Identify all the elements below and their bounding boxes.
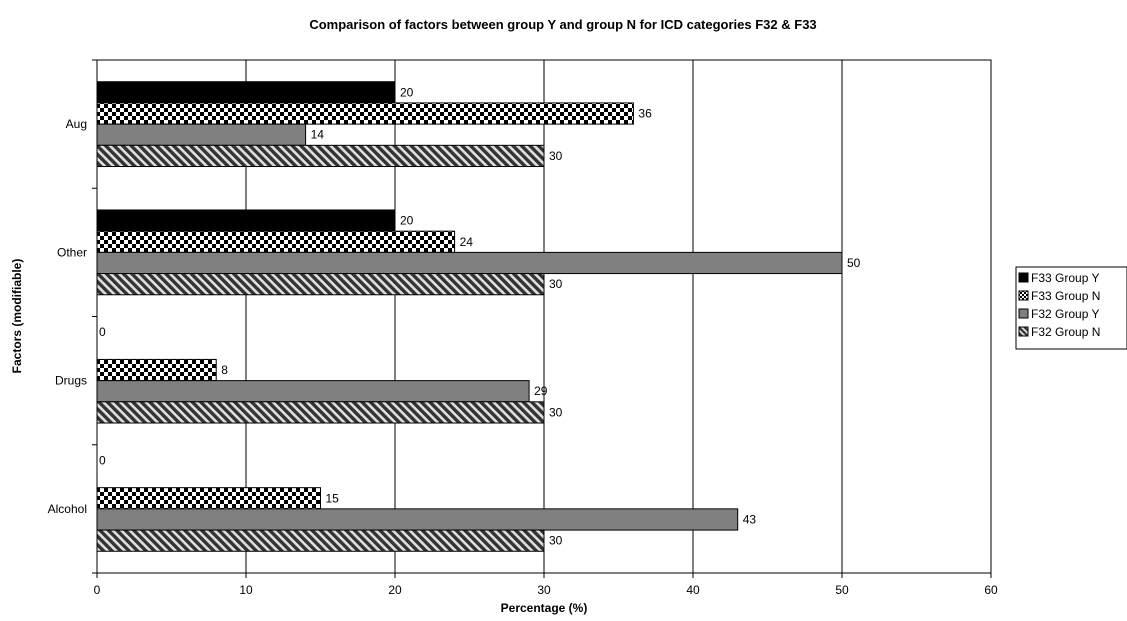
bar xyxy=(96,144,545,168)
data-label: 30 xyxy=(549,405,563,419)
y-tick-label: Drugs xyxy=(55,374,87,388)
bars xyxy=(96,81,843,552)
data-label: 50 xyxy=(847,256,861,270)
data-label: 36 xyxy=(638,107,652,121)
bar xyxy=(96,401,545,424)
x-tick-label: 40 xyxy=(686,583,700,597)
y-tick-label: Aug xyxy=(66,117,87,131)
bar xyxy=(96,102,634,125)
data-label: 20 xyxy=(400,85,414,99)
data-label: 15 xyxy=(326,491,340,505)
legend-swatch xyxy=(1018,308,1029,319)
y-tick-label: Alcohol xyxy=(48,502,87,516)
y-axis-title: Factors (modifiable) xyxy=(10,259,24,374)
data-label: 30 xyxy=(549,149,563,163)
bar xyxy=(96,209,396,232)
bar xyxy=(96,529,545,552)
data-label: 20 xyxy=(400,214,414,228)
x-axis-title: Percentage (%) xyxy=(501,601,588,615)
axes: 0 10 20 30 40 50 60 Aug Other Drugs Alcohol xyxy=(48,59,998,597)
bar xyxy=(96,273,545,296)
x-tick-label: 30 xyxy=(537,583,551,597)
bar xyxy=(96,123,307,146)
legend-swatch xyxy=(1018,272,1029,283)
legend-label: F33 Group Y xyxy=(1031,271,1099,285)
bar xyxy=(96,230,456,253)
x-tick-label: 20 xyxy=(388,583,402,597)
data-label: 0 xyxy=(99,325,106,339)
data-label: 30 xyxy=(549,534,563,548)
bar xyxy=(96,380,530,403)
y-tick-label: Other xyxy=(57,245,87,259)
x-tick-label: 10 xyxy=(239,583,253,597)
x-tick-label: 0 xyxy=(94,583,101,597)
data-label: 8 xyxy=(221,363,228,377)
legend-swatch xyxy=(1018,290,1029,301)
data-label: 24 xyxy=(460,235,474,249)
data-label: 43 xyxy=(743,512,757,526)
legend-label: F32 Group N xyxy=(1031,325,1100,339)
chart-title: Comparison of factors between group Y an… xyxy=(309,17,816,32)
bar xyxy=(96,487,321,510)
bar xyxy=(96,508,739,531)
legend-label: F33 Group N xyxy=(1031,289,1100,303)
data-label: 29 xyxy=(534,384,548,398)
bar xyxy=(96,81,396,104)
legend-swatch xyxy=(1018,326,1029,337)
x-tick-label: 60 xyxy=(984,583,998,597)
legend-box xyxy=(1015,266,1127,350)
data-label: 0 xyxy=(99,453,106,467)
legend-label: F32 Group Y xyxy=(1031,307,1099,321)
data-label: 30 xyxy=(549,277,563,291)
bar xyxy=(96,358,217,382)
x-tick-label: 50 xyxy=(835,583,849,597)
legend: F33 Group Y F33 Group N F32 Group Y F32 Gro… xyxy=(1015,266,1127,350)
data-label: 14 xyxy=(311,128,325,142)
bar xyxy=(96,251,843,275)
